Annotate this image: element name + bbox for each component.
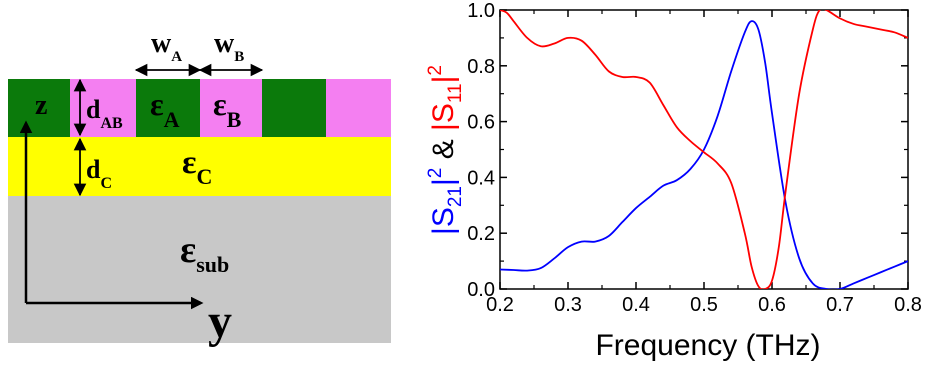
series-group	[500, 10, 908, 289]
y-axis-title: |S21|2 & |S11|2	[425, 65, 466, 235]
y-tick-label: 1.0	[467, 0, 495, 22]
x-tick-label: 0.8	[894, 294, 922, 316]
eps-sub-label: εsub	[180, 229, 229, 277]
series-s11-line	[500, 10, 908, 289]
x-tick-label: 0.5	[690, 294, 718, 316]
dC-label: dC	[86, 155, 112, 192]
epsC-label: εC	[182, 144, 212, 189]
substrate-layer	[8, 196, 391, 343]
x-tick-label: 0.6	[758, 294, 786, 316]
wB-label: wB	[214, 28, 244, 65]
layer-c	[8, 137, 391, 196]
schematic: z y wA wB dAB dC εA εB εC εsub	[8, 28, 391, 348]
chart: 0.2 0.3 0.4 0.5 0.6 0.7 0.80.00.20.40.60.81.0 …	[425, 0, 922, 362]
y-title-s21: |S	[427, 207, 460, 235]
y-tick-label: 0.2	[467, 223, 495, 245]
tick-labels: 0.2 0.3 0.4 0.5 0.6 0.7 0.80.00.20.40.60.81.0	[467, 0, 922, 316]
x-tick-label: 0.3	[554, 294, 582, 316]
x-tick-label: 0.2	[486, 294, 514, 316]
y-tick-label: 0.8	[467, 56, 495, 78]
wA-label: wA	[151, 28, 182, 65]
y-tick-label: 0.4	[467, 167, 495, 189]
grating-layer	[8, 79, 391, 137]
epsB-label: εB	[213, 86, 242, 132]
x-tick-label: 0.4	[622, 294, 650, 316]
y-tick-label: 0.6	[467, 112, 495, 134]
grating-B-3	[326, 79, 391, 137]
dAB-label: dAB	[86, 95, 123, 132]
x-axis-title: Frequency (THz)	[595, 329, 820, 362]
grating-A-1	[8, 79, 70, 137]
y-tick-label: 0.0	[467, 279, 495, 301]
z-axis-label: z	[35, 90, 47, 121]
grating-A-3	[262, 79, 326, 137]
grating-A-2	[136, 79, 200, 137]
x-tick-label: 0.7	[826, 294, 854, 316]
y-axis-label: y	[208, 295, 232, 348]
grating-B-2	[200, 79, 262, 137]
epsA-label: εA	[150, 86, 180, 132]
series-s21-line	[500, 20, 908, 289]
